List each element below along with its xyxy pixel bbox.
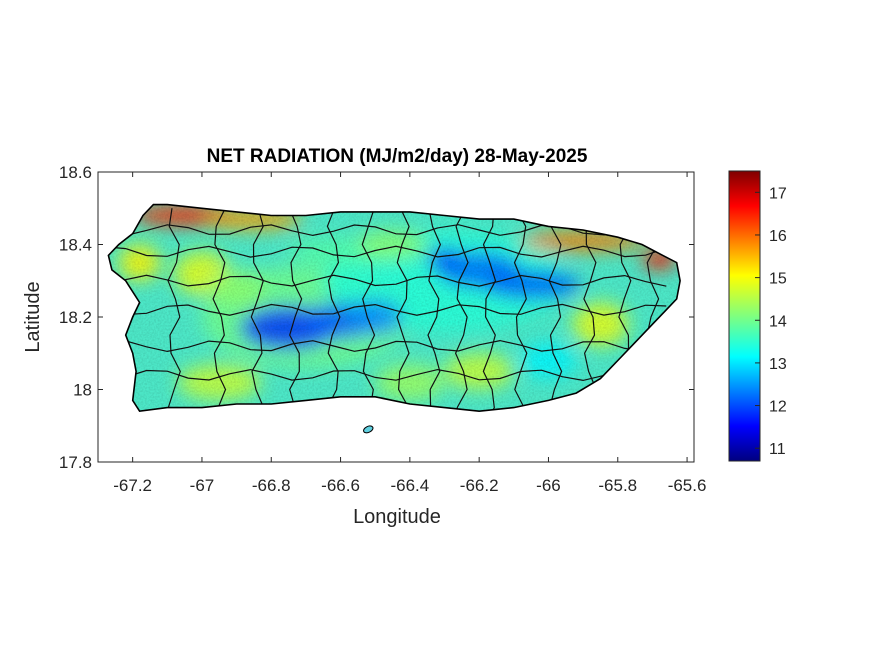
axis-ticks: -67.2 -67 -66.8 -66.6 -66.4 -66.2 -66 -65.8 -65.… — [59, 163, 707, 495]
y-tick-label: 18.6 — [59, 163, 92, 182]
municipality-line — [167, 208, 181, 412]
municipality-line — [108, 368, 667, 382]
municipality-line — [250, 208, 265, 412]
colorbar: 11 12 13 14 15 16 17 — [728, 170, 787, 462]
coastline — [107, 203, 681, 413]
offshore-islet — [363, 425, 374, 434]
x-tick-label: -66.2 — [460, 476, 499, 495]
municipality-line — [513, 207, 528, 412]
municipality-line — [108, 274, 667, 287]
colorbar-tick-label: 12 — [769, 399, 787, 416]
x-tick-label: -66 — [536, 476, 561, 495]
x-tick-label: -67 — [190, 476, 215, 495]
colorbar-tick-label: 11 — [769, 441, 786, 458]
municipality-line — [108, 303, 667, 316]
x-tick-label: -66.4 — [390, 476, 429, 495]
y-tick-label: 18 — [73, 381, 92, 400]
colorbar-tick-label: 14 — [769, 313, 787, 330]
island-fill — [108, 204, 681, 412]
x-tick-label: -66.8 — [252, 476, 291, 495]
y-tick-label: 17.8 — [59, 453, 92, 472]
speckle-texture — [108, 204, 681, 412]
x-tick-label: -65.8 — [598, 476, 637, 495]
x-tick-label: -67.2 — [113, 476, 152, 495]
municipality-line — [454, 207, 469, 412]
municipality-line — [288, 207, 303, 412]
y-tick-label: 18.4 — [59, 236, 92, 255]
x-tick-label: -66.6 — [321, 476, 360, 495]
colorbar-tick-label: 13 — [769, 356, 787, 373]
plot-area: -67.2 -67 -66.8 -66.6 -66.4 -66.2 -66 -65.8 -65.… — [59, 163, 707, 495]
colorbar-tick-label: 16 — [769, 228, 787, 245]
municipality-line — [548, 208, 563, 412]
colorbar-tick-label: 17 — [769, 185, 787, 202]
chart-title: NET RADIATION (MJ/m2/day) 28-May-2025 — [207, 146, 588, 167]
x-tick-label: -65.6 — [668, 476, 707, 495]
municipality-line — [108, 245, 667, 258]
municipality-line — [108, 339, 667, 353]
municipality-line — [427, 208, 442, 412]
colorbar-gradient — [728, 170, 761, 462]
municipality-line — [361, 208, 376, 412]
municipality-line — [108, 223, 667, 237]
y-tick-label: 18.2 — [59, 308, 92, 327]
municipality-line — [212, 207, 227, 412]
municipality-line — [326, 207, 341, 412]
municipality-line — [482, 208, 497, 412]
colorbar-tick-label: 15 — [769, 271, 787, 288]
municipality-line — [396, 207, 410, 412]
x-axis-title: Longitude — [353, 506, 441, 528]
heat-map-layer — [107, 203, 681, 434]
y-axis-title: Latitude — [22, 281, 44, 352]
colorbar-ticks: 11 12 13 14 15 16 17 — [755, 185, 787, 458]
